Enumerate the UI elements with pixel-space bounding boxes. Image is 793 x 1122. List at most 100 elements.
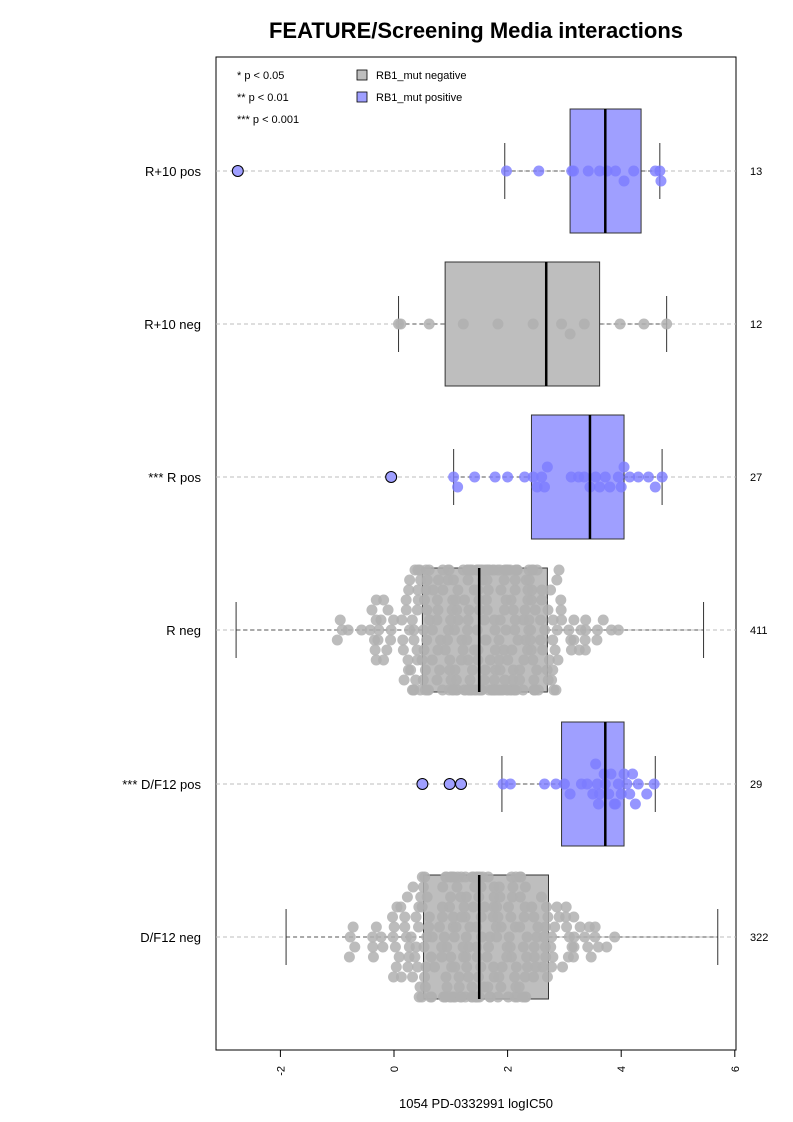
data-point — [461, 634, 473, 646]
data-point — [424, 991, 436, 1003]
data-point — [527, 654, 539, 666]
data-point — [568, 931, 580, 943]
data-point — [539, 624, 551, 636]
outlier-point — [455, 778, 468, 790]
data-point — [579, 931, 591, 943]
data-point — [581, 778, 593, 790]
legend-swatch-negative — [356, 69, 368, 81]
data-point — [372, 634, 384, 646]
data-point — [445, 891, 457, 903]
legend-sig-2: ** p < 0.01 — [237, 92, 289, 104]
data-point — [547, 634, 559, 646]
data-point — [419, 871, 431, 883]
data-point — [610, 165, 622, 177]
group-4: *** D/F12 pos 29 — [122, 721, 762, 847]
data-point — [482, 584, 494, 596]
data-point — [455, 871, 467, 883]
data-point — [457, 318, 469, 330]
data-point — [444, 664, 456, 676]
data-point — [528, 951, 540, 963]
data-point — [520, 574, 532, 586]
data-point — [442, 564, 454, 576]
data-point — [467, 901, 479, 913]
data-point — [540, 901, 552, 913]
data-point — [642, 471, 654, 483]
data-point — [462, 614, 474, 626]
data-point — [491, 684, 503, 696]
data-point — [464, 674, 476, 686]
data-point — [531, 664, 543, 676]
data-point — [530, 961, 542, 973]
data-point — [500, 165, 512, 177]
data-point — [512, 634, 524, 646]
data-point — [412, 584, 424, 596]
data-point — [451, 881, 463, 893]
data-point — [418, 594, 430, 606]
data-point — [568, 941, 580, 953]
data-point — [391, 901, 403, 913]
data-point — [532, 921, 544, 933]
data-point — [466, 981, 478, 993]
outlier-point — [443, 778, 456, 790]
data-point — [564, 788, 576, 800]
data-point — [471, 564, 483, 576]
data-point — [415, 891, 427, 903]
data-point — [445, 951, 457, 963]
data-point — [408, 624, 420, 636]
data-point — [420, 961, 432, 973]
data-point — [573, 644, 585, 656]
data-point — [591, 624, 603, 636]
data-point — [488, 674, 500, 686]
data-point — [641, 788, 653, 800]
outlier-point — [416, 778, 429, 790]
data-point — [423, 318, 435, 330]
data-point — [511, 564, 523, 576]
data-point — [601, 941, 613, 953]
data-point — [447, 574, 459, 586]
data-point — [624, 471, 636, 483]
data-point — [400, 604, 412, 616]
data-point — [535, 614, 547, 626]
data-point — [480, 564, 492, 576]
data-point — [556, 318, 568, 330]
data-point — [418, 644, 430, 656]
data-point — [545, 584, 557, 596]
data-point — [399, 911, 411, 923]
data-point — [475, 961, 487, 973]
data-point — [439, 991, 451, 1003]
data-point — [370, 594, 382, 606]
data-point — [629, 798, 641, 810]
data-point — [356, 624, 368, 636]
data-point — [400, 594, 412, 606]
data-point — [449, 961, 461, 973]
data-point — [410, 911, 422, 923]
data-point — [447, 911, 459, 923]
data-point — [459, 684, 471, 696]
data-point — [555, 594, 567, 606]
data-point — [541, 664, 553, 676]
data-point — [452, 584, 464, 596]
data-point — [413, 991, 425, 1003]
group-label: D/F12 neg — [140, 930, 201, 945]
data-point — [589, 921, 601, 933]
data-point — [445, 614, 457, 626]
data-point — [398, 674, 410, 686]
data-point — [541, 461, 553, 473]
data-point — [491, 931, 503, 943]
data-point — [377, 941, 389, 953]
data-point — [417, 881, 429, 893]
data-point — [505, 911, 517, 923]
data-point — [568, 614, 580, 626]
data-point — [406, 614, 418, 626]
data-point — [524, 634, 536, 646]
data-point — [349, 941, 361, 953]
data-point — [546, 931, 558, 943]
data-point — [501, 951, 513, 963]
data-point — [510, 684, 522, 696]
x-axis-label: 1054 PD-0332991 logIC50 — [399, 1096, 553, 1111]
data-point — [568, 911, 580, 923]
data-point — [479, 664, 491, 676]
data-point — [567, 165, 579, 177]
data-point — [597, 614, 609, 626]
data-point — [413, 901, 425, 913]
